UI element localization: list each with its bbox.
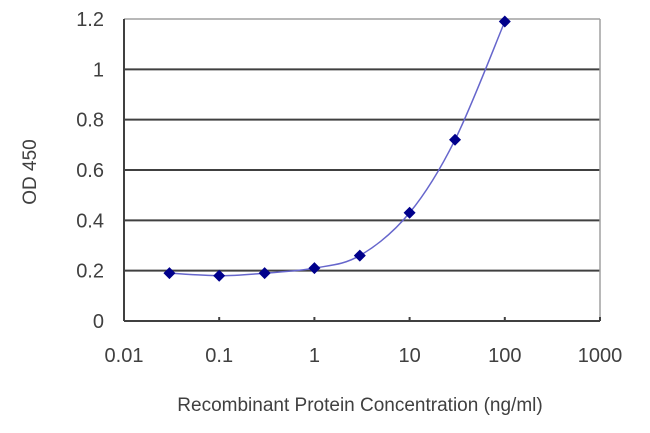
data-markers: [163, 15, 511, 282]
x-tick-label: 1: [309, 345, 320, 367]
data-point-diamond-icon: [163, 267, 176, 280]
y-tick-label: 1.2: [76, 9, 104, 31]
x-tick-label: 10: [398, 345, 420, 367]
data-point-diamond-icon: [213, 269, 226, 282]
x-axis-title: Recombinant Protein Concentration (ng/ml…: [177, 395, 542, 416]
x-tick-label: 1000: [578, 345, 623, 367]
y-tick-label: 1: [93, 59, 104, 81]
data-point-diamond-icon: [353, 249, 366, 262]
y-axis-title: OD 450: [20, 139, 41, 204]
y-axis-ticks: 0 0.2 0.4 0.6 0.8 1 1.2: [76, 9, 104, 333]
data-point-diamond-icon: [449, 133, 462, 146]
data-point-diamond-icon: [258, 267, 271, 280]
y-tick-label: 0.2: [76, 261, 104, 283]
y-tick-label: 0: [93, 311, 104, 333]
data-point-diamond-icon: [403, 206, 416, 219]
fit-curve: [169, 21, 506, 277]
y-tick-label: 0.8: [76, 110, 104, 132]
data-point-diamond-icon: [498, 15, 511, 28]
data-point-diamond-icon: [308, 262, 321, 275]
x-tick-label: 0.01: [105, 345, 144, 367]
gridlines: [124, 68, 600, 272]
x-tick-label: 100: [488, 345, 521, 367]
y-tick-label: 0.6: [76, 160, 104, 182]
plot-frame: [123, 18, 601, 322]
y-tick-label: 0.4: [76, 210, 104, 232]
x-axis-ticks: 0.01 0.1 1 10 100 1000: [105, 317, 623, 367]
x-tick-label: 0.1: [205, 345, 233, 367]
